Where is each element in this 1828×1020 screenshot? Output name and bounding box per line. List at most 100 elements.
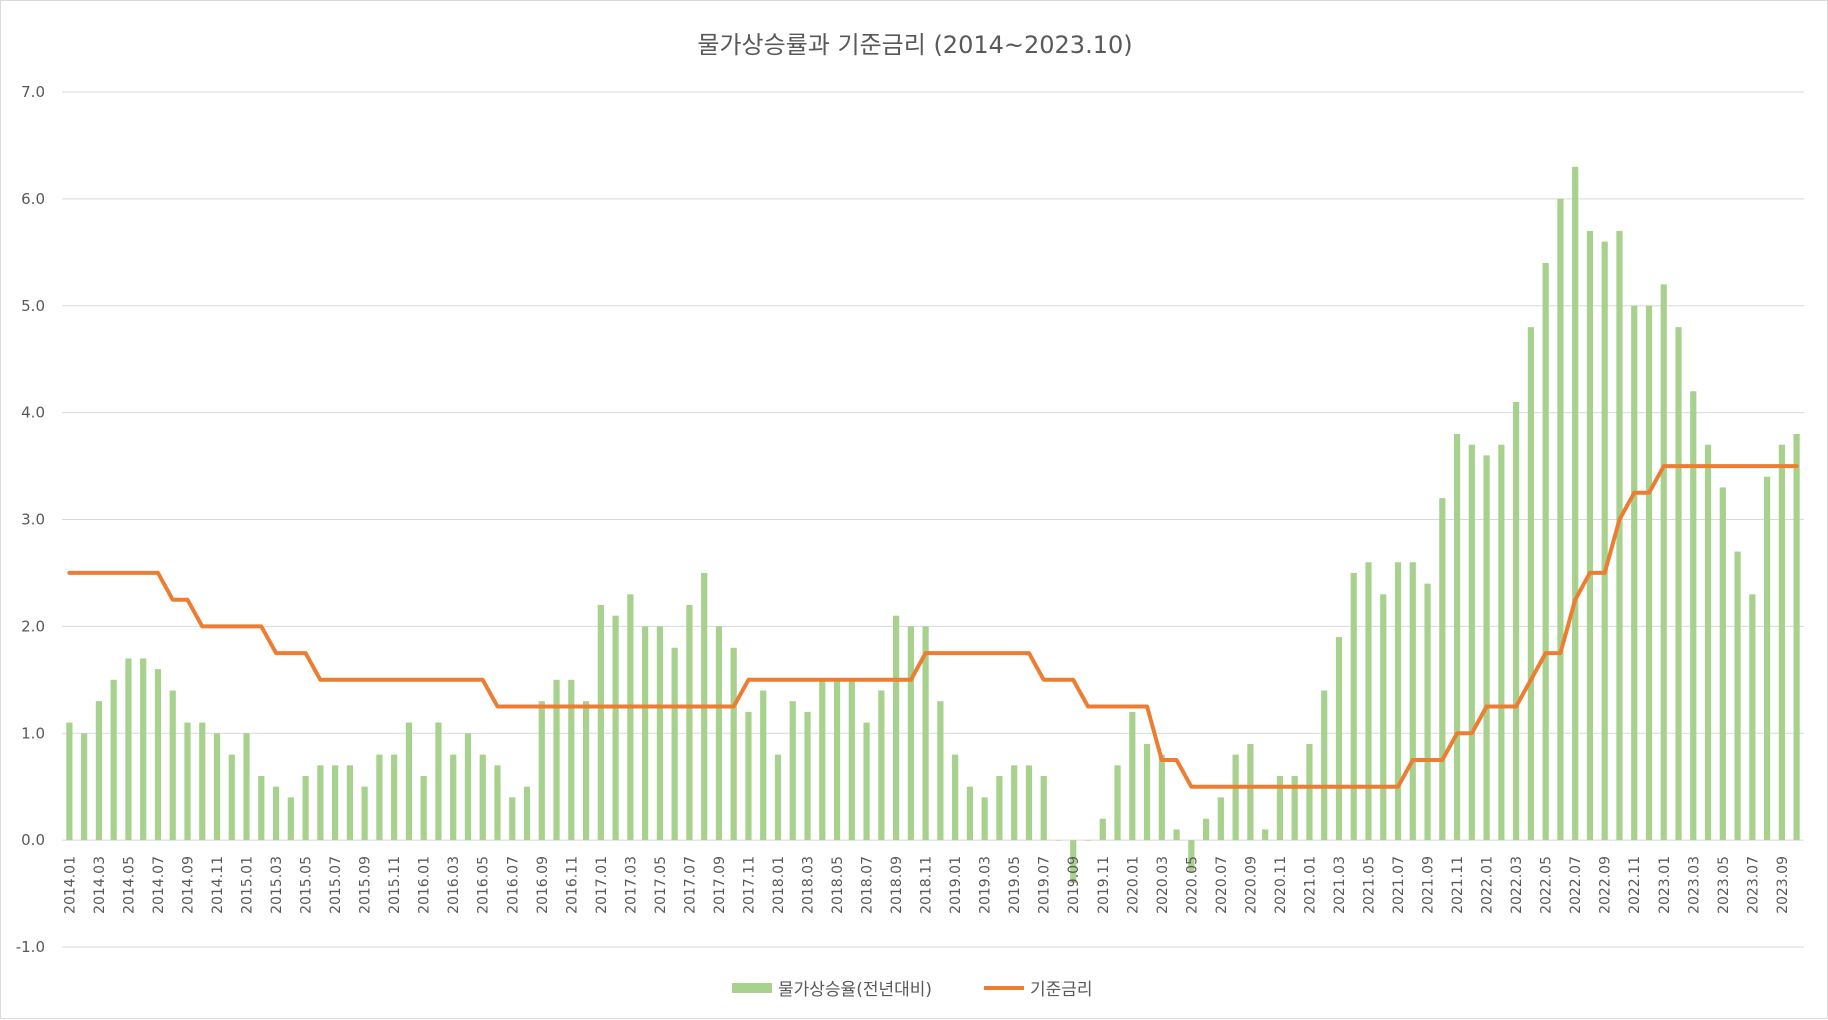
x-tick-label: 2019.01 — [948, 856, 964, 914]
inflation-bar — [258, 776, 265, 841]
inflation-bar — [568, 679, 575, 841]
inflation-bar — [627, 594, 634, 841]
x-tick-label: 2022.05 — [1539, 856, 1555, 914]
x-tick-label: 2015.05 — [299, 856, 315, 914]
x-tick-label: 2015.09 — [358, 856, 374, 914]
inflation-bar — [612, 615, 619, 841]
inflation-bar — [1129, 711, 1136, 841]
x-tick-label: 2014.05 — [121, 856, 137, 914]
inflation-bar — [317, 765, 324, 841]
inflation-bar — [907, 626, 914, 841]
inflation-bar — [1365, 562, 1372, 841]
inflation-bar — [1070, 840, 1077, 883]
inflation-bar — [1143, 743, 1151, 841]
inflation-bar — [1793, 434, 1800, 841]
x-tick-label: 2020.07 — [1214, 856, 1230, 914]
inflation-bar — [199, 722, 206, 841]
x-tick-label: 2019.05 — [1007, 856, 1023, 914]
inflation-bar — [302, 776, 309, 841]
inflation-bar — [1099, 818, 1106, 841]
inflation-bar — [553, 679, 560, 841]
inflation-bar — [1173, 829, 1180, 841]
inflation-bar — [1424, 583, 1431, 841]
x-tick-label: 2015.03 — [269, 856, 285, 914]
x-tick-label: 2015.01 — [240, 856, 256, 914]
x-tick-label: 2015.07 — [328, 856, 344, 914]
inflation-bar — [1084, 840, 1092, 841]
inflation-bar — [671, 647, 678, 841]
inflation-bar — [1704, 444, 1712, 841]
inflation-bar — [494, 765, 501, 841]
x-tick-label: 2016.05 — [476, 856, 492, 914]
inflation-bar — [1203, 818, 1210, 841]
chart-title: 물가상승률과 기준금리 (2014~2023.10) — [697, 31, 1132, 59]
inflation-bar — [715, 626, 723, 841]
inflation-bar — [1188, 840, 1195, 873]
legend-swatch-inflation — [732, 983, 772, 993]
inflation-bar — [892, 615, 900, 841]
inflation-bar — [1306, 743, 1313, 841]
y-tick-label: 4.0 — [21, 404, 45, 422]
x-tick-label: 2017.05 — [653, 856, 669, 914]
inflation-bar — [213, 733, 221, 841]
inflation-bar — [937, 701, 944, 841]
inflation-bar — [966, 786, 974, 841]
x-tick-label: 2017.09 — [712, 856, 728, 914]
inflation-bar — [243, 733, 250, 841]
inflation-bar — [878, 690, 885, 841]
x-tick-label: 2016.09 — [535, 856, 551, 914]
inflation-bar — [140, 658, 147, 841]
inflation-bar — [819, 679, 826, 841]
inflation-bar — [774, 754, 782, 841]
x-tick-label: 2018.05 — [830, 856, 846, 914]
inflation-bar — [125, 658, 132, 841]
x-tick-label: 2021.07 — [1391, 856, 1407, 914]
x-tick-label: 2020.11 — [1273, 856, 1289, 914]
inflation-bar — [1380, 594, 1387, 841]
y-tick-label: 2.0 — [21, 617, 45, 635]
inflation-bar — [597, 605, 604, 841]
inflation-bar — [1660, 284, 1667, 841]
x-tick-label: 2021.01 — [1302, 856, 1318, 914]
x-tick-label: 2022.09 — [1598, 856, 1614, 914]
inflation-bar — [952, 754, 959, 841]
inflation-bar — [272, 786, 280, 841]
inflation-bar — [1217, 797, 1224, 841]
inflation-bar — [376, 754, 383, 841]
x-tick-label: 2023.05 — [1716, 856, 1732, 914]
inflation-bar — [1025, 765, 1033, 841]
inflation-bar — [1321, 690, 1328, 841]
x-tick-label: 2019.07 — [1037, 856, 1053, 914]
inflation-bar — [760, 690, 767, 841]
inflation-bar — [332, 765, 339, 841]
x-tick-label: 2014.01 — [62, 856, 78, 914]
inflation-bar — [1409, 562, 1416, 841]
x-tick-label: 2014.03 — [92, 856, 108, 914]
inflation-bar — [1763, 476, 1771, 841]
inflation-bar — [1719, 487, 1726, 841]
x-tick-label: 2022.11 — [1627, 856, 1643, 914]
x-tick-label: 2016.11 — [564, 856, 580, 914]
inflation-bar — [582, 701, 590, 841]
x-tick-label: 2023.01 — [1657, 856, 1673, 914]
inflation-bar — [1631, 305, 1638, 841]
inflation-bar — [1483, 455, 1490, 841]
x-tick-label: 2014.09 — [180, 856, 196, 914]
x-tick-label: 2018.11 — [919, 856, 935, 914]
inflation-bar — [1247, 743, 1254, 841]
inflation-bar — [1586, 230, 1594, 841]
inflation-bar — [1675, 327, 1682, 841]
inflation-bar — [1232, 754, 1239, 841]
inflation-bar — [66, 722, 73, 841]
x-tick-label: 2019.09 — [1066, 856, 1082, 914]
inflation-bar — [1542, 263, 1549, 841]
inflation-bar — [1616, 230, 1623, 841]
inflation-bar — [346, 765, 353, 841]
inflation-bar — [154, 669, 162, 841]
inflation-bar — [1158, 754, 1165, 841]
x-tick-label: 2020.09 — [1243, 856, 1259, 914]
x-tick-label: 2017.03 — [623, 856, 639, 914]
x-tick-label: 2020.05 — [1184, 856, 1200, 914]
